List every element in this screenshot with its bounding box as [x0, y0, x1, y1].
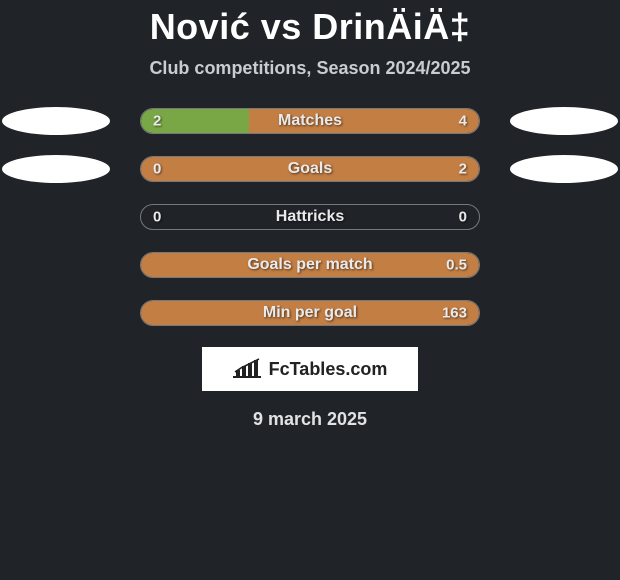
- stat-row: 2 4 Matches: [0, 107, 620, 135]
- branding-chart-icon: [233, 358, 261, 380]
- stat-label: Min per goal: [263, 304, 357, 322]
- stat-value-right: 0.5: [446, 257, 467, 274]
- stat-row: 0.5 Goals per match: [0, 251, 620, 279]
- stat-bar: 0 2 Goals: [140, 156, 480, 182]
- branding-text: FcTables.com: [269, 359, 388, 380]
- stat-rows: 2 4 Matches 0 2 Goals 0 0 Hattricks 0.5 Goals per …: [0, 107, 620, 327]
- stat-label: Goals: [288, 160, 332, 178]
- stat-row: 0 0 Hattricks: [0, 203, 620, 231]
- date-label: 9 march 2025: [0, 409, 620, 430]
- stat-value-right: 0: [459, 209, 467, 226]
- stat-row: 163 Min per goal: [0, 299, 620, 327]
- stat-label: Goals per match: [247, 256, 372, 274]
- stat-value-right: 2: [459, 161, 467, 178]
- branding-badge[interactable]: FcTables.com: [202, 347, 418, 391]
- stats-comparison-widget: Nović vs DrinÄiÄ‡ Club competitions, Sea…: [0, 0, 620, 430]
- stat-bar: 2 4 Matches: [140, 108, 480, 134]
- player-left-marker: [2, 107, 110, 135]
- player-right-marker: [510, 107, 618, 135]
- stat-row: 0 2 Goals: [0, 155, 620, 183]
- stat-label: Hattricks: [276, 208, 344, 226]
- stat-label: Matches: [278, 112, 342, 130]
- subtitle: Club competitions, Season 2024/2025: [0, 58, 620, 79]
- stat-value-left: 0: [153, 161, 161, 178]
- stat-bar: 0.5 Goals per match: [140, 252, 480, 278]
- stat-bar: 0 0 Hattricks: [140, 204, 480, 230]
- stat-value-left: 0: [153, 209, 161, 226]
- stat-bar: 163 Min per goal: [140, 300, 480, 326]
- page-title: Nović vs DrinÄiÄ‡: [0, 6, 620, 48]
- player-right-marker: [510, 155, 618, 183]
- stat-value-right: 163: [442, 305, 467, 322]
- stat-value-left: 2: [153, 113, 161, 130]
- stat-value-right: 4: [459, 113, 467, 130]
- player-left-marker: [2, 155, 110, 183]
